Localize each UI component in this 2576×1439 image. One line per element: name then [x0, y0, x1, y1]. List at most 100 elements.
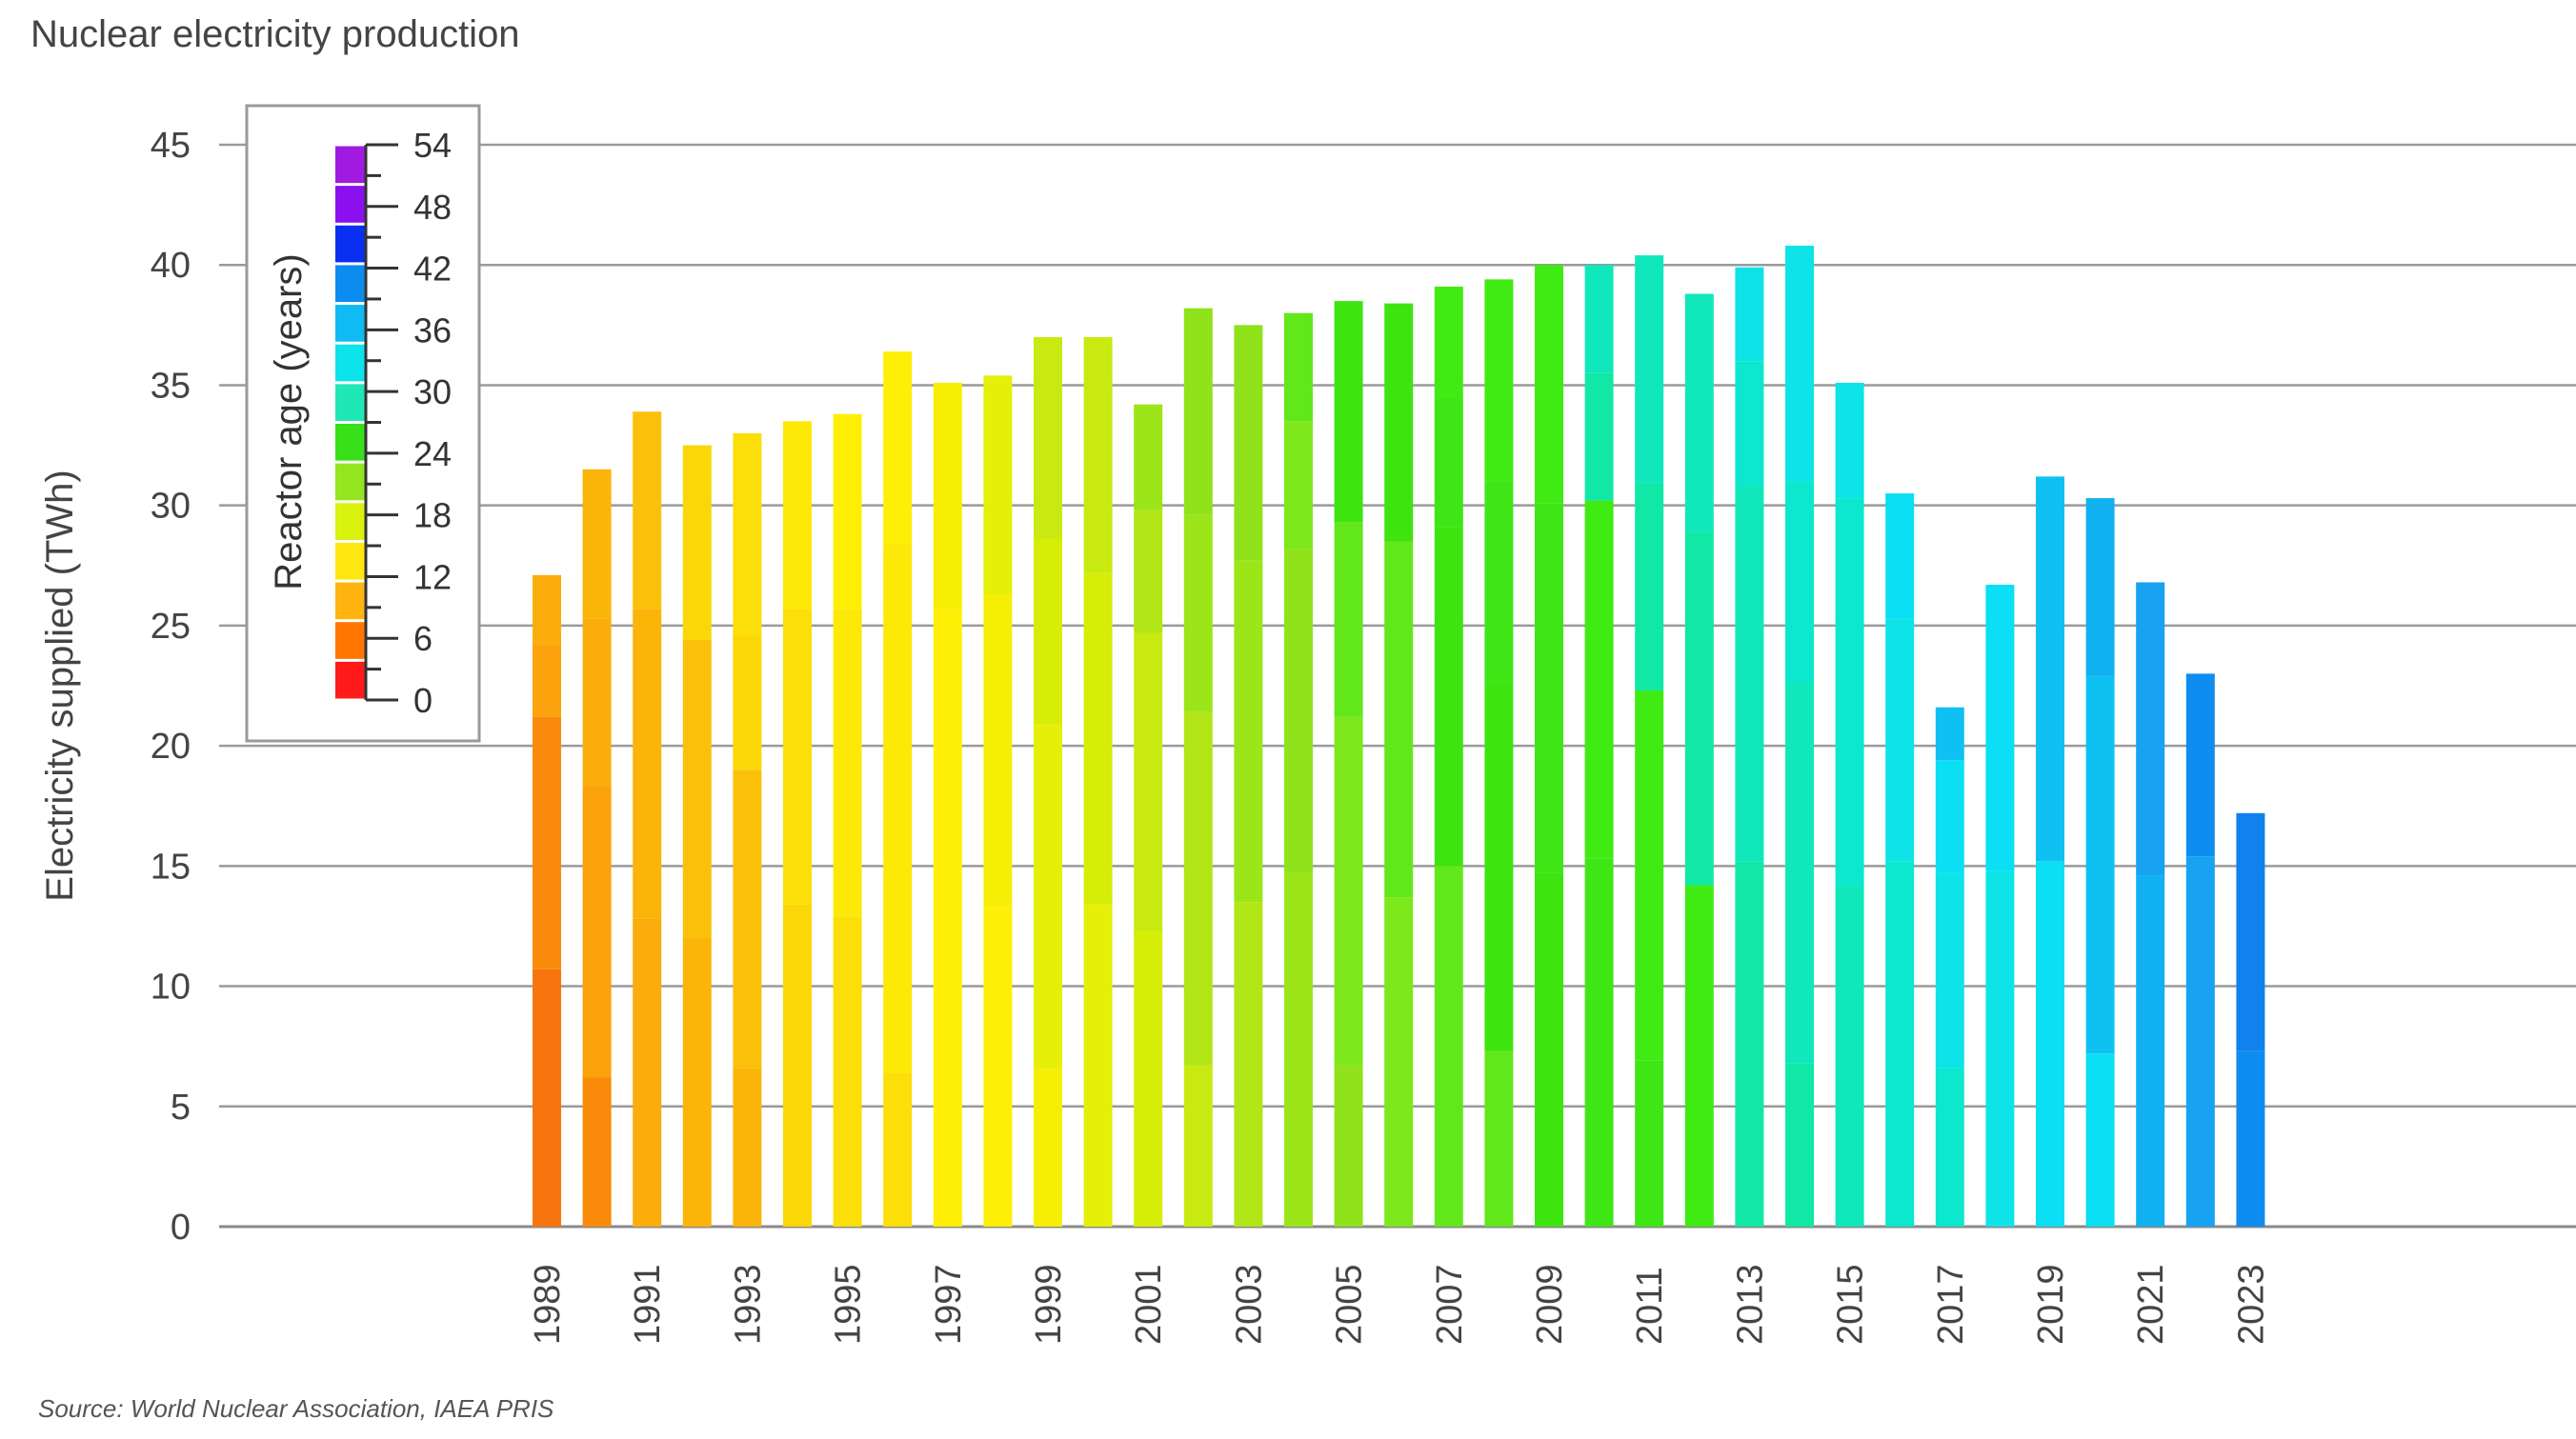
x-tick-label: 2005 — [1330, 1264, 1370, 1345]
bar-segment-2013 — [1735, 861, 1764, 1227]
bar-segment-2006 — [1384, 897, 1414, 1227]
bar-segment-2013 — [1735, 361, 1764, 487]
bar-segment-1997 — [933, 382, 962, 610]
bar-segment-1995 — [833, 609, 862, 917]
bar-segment-1991 — [633, 411, 662, 610]
bar-segment-2009 — [1535, 503, 1563, 873]
bar-segment-2003 — [1234, 902, 1263, 1227]
legend-color-cell — [335, 542, 366, 580]
bar-segment-2004 — [1284, 549, 1313, 873]
bar-segment-2012 — [1684, 293, 1714, 532]
bar-segment-2017 — [1935, 1068, 1964, 1227]
legend-color-cell — [335, 582, 366, 620]
y-tick-label: 5 — [171, 1088, 191, 1128]
legend-color-cell — [335, 146, 366, 184]
bar-segment-1994 — [783, 609, 812, 905]
bar-segment-2021 — [2136, 582, 2165, 876]
bar-segment-2017 — [1935, 760, 1964, 873]
y-tick-label: 0 — [171, 1208, 191, 1248]
legend-color-cell — [335, 225, 366, 263]
bar-segment-2015 — [1835, 382, 1864, 499]
legend-color-cell — [335, 384, 366, 421]
bar-segment-2009 — [1535, 265, 1563, 504]
bar-segment-2008 — [1484, 279, 1514, 482]
bar-segment-1992 — [682, 938, 712, 1227]
x-tick-label: 2019 — [2031, 1264, 2071, 1345]
bar-segment-1990 — [582, 618, 612, 788]
x-tick-label: 2023 — [2231, 1264, 2271, 1345]
legend-tick-label: 0 — [413, 681, 433, 720]
bar-segment-2014 — [1785, 1063, 1814, 1227]
x-tick-label: 1991 — [628, 1264, 668, 1345]
bar-segment-1995 — [833, 413, 862, 610]
bar-segment-1997 — [933, 609, 962, 1227]
bar-segment-2001 — [1134, 404, 1163, 510]
bar-segment-2016 — [1885, 618, 1915, 862]
bar-segment-1999 — [1034, 1068, 1062, 1227]
bar-segment-1995 — [833, 916, 862, 1227]
x-tick-label: 2021 — [2131, 1264, 2171, 1345]
bar-segment-2011 — [1635, 690, 1664, 1061]
y-tick-label: 40 — [151, 246, 191, 286]
bar-segment-2009 — [1535, 872, 1563, 1227]
bar-segment-2004 — [1284, 421, 1313, 550]
bar-segment-2010 — [1584, 372, 1614, 501]
bar-segment-2012 — [1684, 531, 1714, 886]
x-tick-label: 1989 — [528, 1264, 568, 1345]
bar-segment-1989 — [533, 645, 561, 717]
y-tick-label: 15 — [151, 847, 191, 887]
bar-segment-1999 — [1034, 724, 1062, 1069]
bar-segment-2000 — [1083, 904, 1113, 1227]
bar-segment-2004 — [1284, 872, 1313, 1227]
legend-tick-label: 12 — [413, 557, 452, 596]
bar-segment-1991 — [633, 918, 662, 1227]
legend-tick-label: 48 — [413, 188, 452, 227]
legend-color-cell — [335, 186, 366, 223]
legend-color-cell — [335, 305, 366, 342]
bar-segment-2020 — [2085, 1053, 2115, 1227]
bar-segment-1990 — [582, 787, 612, 1078]
x-tick-label: 2017 — [1931, 1264, 1971, 1345]
bar-segment-1998 — [983, 375, 1013, 595]
bar-segment-1993 — [733, 432, 762, 635]
legend-color-cell — [335, 503, 366, 540]
bar-segment-1999 — [1034, 539, 1062, 725]
bar-segment-2008 — [1484, 686, 1514, 1051]
bar-segment-1998 — [983, 907, 1013, 1227]
bar-segment-2022 — [2185, 673, 2215, 857]
bar-segment-1994 — [783, 904, 812, 1227]
bar-segment-2011 — [1635, 1060, 1664, 1227]
bar-segment-1992 — [682, 640, 712, 939]
bar-segment-2023 — [2236, 1050, 2265, 1227]
bar-segment-2006 — [1384, 303, 1414, 542]
bar-segment-2017 — [1935, 707, 1964, 761]
bar-segment-2021 — [2136, 875, 2165, 1227]
bar-segment-1993 — [733, 769, 762, 1069]
bar-segment-2002 — [1183, 514, 1213, 712]
legend-tick-label: 36 — [413, 310, 452, 350]
bar-segment-1998 — [983, 594, 1013, 908]
bar-segment-2005 — [1334, 522, 1363, 717]
bar-segment-2014 — [1785, 246, 1814, 482]
bar-segment-1990 — [582, 469, 612, 619]
bar-segment-2002 — [1183, 711, 1213, 1066]
bar-segment-1993 — [733, 1068, 762, 1227]
bar-segment-2002 — [1183, 308, 1213, 515]
bar-segment-2015 — [1835, 885, 1864, 1227]
bar-segment-2003 — [1234, 560, 1263, 903]
source-note: Source: World Nuclear Association, IAEA … — [38, 1394, 554, 1423]
legend-tick-label: 24 — [413, 434, 452, 473]
bar-segment-1996 — [883, 1072, 913, 1227]
bar-segment-1994 — [783, 421, 812, 610]
bar-segment-1989 — [533, 574, 561, 646]
x-tick-label: 1997 — [929, 1264, 969, 1345]
bar-segment-2008 — [1484, 1050, 1514, 1227]
bar-segment-2007 — [1434, 527, 1463, 867]
legend-tick-label: 6 — [413, 619, 433, 658]
bar-segment-2018 — [1985, 870, 2015, 1227]
bar-segment-2020 — [2085, 675, 2115, 1054]
x-tick-label: 2013 — [1730, 1264, 1770, 1345]
bar-segment-2005 — [1334, 301, 1363, 523]
x-tick-label: 2001 — [1129, 1264, 1169, 1345]
bar-segment-2010 — [1584, 500, 1614, 859]
